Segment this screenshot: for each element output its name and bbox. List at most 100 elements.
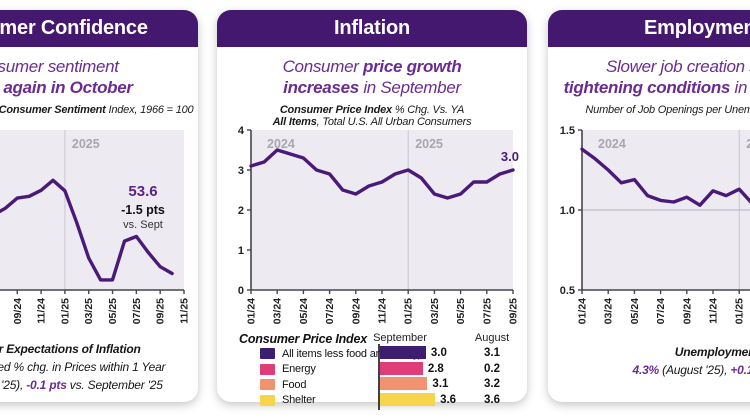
employment-chart-caption: Number of Job Openings per Unemployed Pe… bbox=[548, 104, 750, 117]
caption-text: , Total U.S. All Urban Consumers bbox=[316, 116, 472, 129]
consumer-confidence-header: Consumer Confidence bbox=[0, 10, 198, 47]
employment-card: Employment Slower job creation signals t… bbox=[548, 10, 750, 402]
x-tick-label: 09/24 bbox=[681, 298, 693, 324]
legend-item: Energy bbox=[260, 363, 316, 376]
employment-footnote: Unemployment Rate: 4.3% (August '25), +0… bbox=[608, 343, 750, 379]
x-tick-label: 01/24 bbox=[246, 298, 258, 324]
year-label: 2025 bbox=[72, 137, 100, 151]
confidence-footnote: Consumer Expectations of Inflation Media… bbox=[0, 340, 198, 394]
employment-header: Employment bbox=[548, 10, 750, 47]
employment-headline-normal2: in labor market bbox=[734, 78, 750, 98]
inflation-chart-caption: Consumer Price Index % Chg. Vs. YA All I… bbox=[217, 104, 527, 130]
confidence-headline-normal: Consumer sentiment bbox=[0, 57, 119, 76]
year-label: 2024 bbox=[267, 137, 295, 151]
august-value: 3.1 bbox=[484, 347, 500, 359]
footnote-text: (October '25), bbox=[0, 378, 24, 392]
x-tick-label: 09/24 bbox=[350, 298, 362, 324]
legend-label: Shelter bbox=[282, 394, 316, 406]
x-tick-label: 05/24 bbox=[298, 298, 310, 324]
confidence-footnote-sub: Median Expected % chg. in Prices within … bbox=[0, 360, 166, 374]
x-tick-label: 11/24 bbox=[36, 298, 48, 324]
august-value: 3.2 bbox=[484, 378, 500, 390]
year-label: 2025 bbox=[415, 137, 443, 151]
unemployment-rate-value: 4.3% bbox=[632, 363, 660, 377]
x-tick-label: 09/25 bbox=[508, 298, 520, 324]
y-tick-label: 3 bbox=[238, 165, 244, 177]
confidence-headline-bold: drops again in October bbox=[0, 78, 133, 98]
september-value: 3.1 bbox=[432, 378, 449, 390]
caption-bold-text: Consumer Price Index bbox=[279, 103, 392, 116]
footnote-text: vs. September '25 bbox=[66, 378, 163, 392]
column-header-august: August bbox=[474, 332, 510, 344]
x-tick-label: 03/25 bbox=[429, 298, 441, 324]
x-tick-label: 03/24 bbox=[603, 298, 615, 324]
cpi-line-chart: 2024 2025 0 1 2 3 4 01/24 03/24 05/24 07/24 09/24 11… bbox=[217, 122, 527, 332]
x-tick-label: 09/24 bbox=[12, 298, 24, 324]
x-tick-label: 05/25 bbox=[107, 298, 119, 324]
legend-item: Food bbox=[260, 378, 306, 391]
cpi-components-table: Consumer Price Index September August Al… bbox=[217, 332, 527, 410]
latest-value-label: 3.0 bbox=[501, 149, 519, 164]
job-openings-chart: 2024 2025 0.5 1.0 1.5 01/24 03/24 05/24 07/24 09/… bbox=[548, 122, 750, 332]
inflation-header: Inflation bbox=[217, 10, 527, 47]
legend-swatch bbox=[260, 394, 275, 406]
september-value: 3.6 bbox=[440, 393, 457, 406]
expected-inflation-delta: -0.1 pts bbox=[26, 378, 67, 392]
column-header-september: September bbox=[373, 332, 427, 344]
employment-headline-normal: Slower job creation signals bbox=[605, 57, 750, 76]
y-tick-label: 4 bbox=[238, 125, 245, 137]
september-value: 2.8 bbox=[427, 362, 444, 375]
confidence-footnote-value-line: 4.6% (October '25), -0.1 pts vs. Septemb… bbox=[0, 376, 198, 394]
x-tick-label: 01/25 bbox=[403, 298, 415, 324]
sentiment-latest-value: 53.6 bbox=[128, 183, 158, 200]
inflation-card: Inflation Consumer price growth increase… bbox=[217, 10, 527, 410]
september-value: 3.0 bbox=[430, 347, 447, 359]
sentiment-delta-basis: vs. Sept bbox=[123, 218, 163, 231]
x-tick-label: 11/24 bbox=[377, 298, 389, 324]
employment-title: Employment bbox=[643, 17, 750, 39]
caption-text: Index, 1966 = 100 bbox=[105, 103, 194, 116]
confidence-footnote-title: Consumer Expectations of Inflation bbox=[0, 342, 141, 356]
x-tick-label: 01/24 bbox=[577, 298, 589, 324]
bar-chart-axis bbox=[378, 344, 380, 410]
caption-bold-text: All Items bbox=[272, 116, 317, 129]
x-tick-label: 11/25 bbox=[179, 298, 191, 324]
sentiment-delta: -1.5 pts bbox=[121, 202, 165, 217]
legend-swatch bbox=[260, 363, 275, 375]
x-tick-label: 07/24 bbox=[655, 298, 667, 324]
cpi-table-title: Consumer Price Index bbox=[239, 332, 367, 346]
x-tick-label: 01/25 bbox=[59, 298, 71, 324]
year-label: 2024 bbox=[598, 137, 626, 151]
legend-label: Food bbox=[282, 378, 307, 391]
consumer-sentiment-chart: 202501/2403/2405/2407/2409/2411/2401/250… bbox=[0, 122, 198, 332]
x-tick-label: 07/25 bbox=[481, 298, 493, 324]
inflation-headline-normal: Consumer bbox=[282, 57, 364, 76]
y-tick-label: 1.0 bbox=[560, 205, 575, 217]
x-tick-label: 05/25 bbox=[455, 298, 467, 324]
year-label: 2025 bbox=[746, 137, 750, 151]
consumer-confidence-title: Consumer Confidence bbox=[0, 17, 148, 39]
caption-text: Number of Job Openings per Unemployed Pe… bbox=[585, 103, 750, 116]
september-bar bbox=[380, 361, 423, 375]
legend-item: Shelter bbox=[260, 394, 316, 407]
caption-bold-text: Consumer Sentiment bbox=[0, 103, 106, 116]
y-tick-label: 0.5 bbox=[560, 285, 575, 297]
august-value: 3.6 bbox=[484, 393, 500, 406]
legend-swatch bbox=[260, 379, 275, 390]
legend-swatch bbox=[260, 348, 275, 359]
y-tick-label: 2 bbox=[238, 205, 244, 217]
unemployment-rate-delta: +0.1 pts bbox=[730, 363, 750, 377]
confidence-headline: Consumer sentiment drops again in Octobe… bbox=[0, 56, 198, 99]
unemployment-rate-line: 4.3% (August '25), +0.1 pts vs. July '25 bbox=[608, 361, 750, 379]
september-bar bbox=[380, 346, 426, 359]
x-tick-label: 07/24 bbox=[324, 298, 336, 324]
inflation-headline-normal2: in September bbox=[358, 78, 461, 98]
footnote-text: (August '25), bbox=[659, 363, 731, 377]
x-tick-label: 05/24 bbox=[629, 298, 641, 324]
y-tick-label: 1 bbox=[238, 245, 244, 257]
x-tick-label: 07/25 bbox=[131, 298, 143, 324]
inflation-headline: Consumer price growth increases in Septe… bbox=[217, 56, 527, 99]
x-tick-label: 09/25 bbox=[155, 298, 167, 324]
x-tick-label: 03/25 bbox=[83, 298, 95, 324]
